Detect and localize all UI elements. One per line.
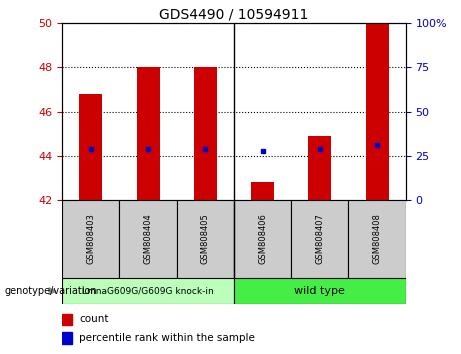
Text: GSM808407: GSM808407 [315,213,325,264]
Text: LmnaG609G/G609G knock-in: LmnaG609G/G609G knock-in [82,287,214,296]
Text: GSM808408: GSM808408 [372,213,382,264]
Text: count: count [79,314,109,324]
Text: wild type: wild type [295,286,345,296]
Bar [234,200,291,278]
Bar [79,94,102,200]
Bar [234,278,406,304]
Text: GSM808405: GSM808405 [201,213,210,264]
Bar [366,23,389,200]
Bar [177,200,234,278]
Bar [291,200,349,278]
Title: GDS4490 / 10594911: GDS4490 / 10594911 [159,8,309,22]
Bar [349,200,406,278]
Text: GSM808403: GSM808403 [86,213,95,264]
Text: GSM808406: GSM808406 [258,213,267,264]
Bar [251,182,274,200]
Bar [136,67,160,200]
Bar [194,67,217,200]
Bar [62,278,234,304]
Bar [62,314,71,325]
Bar [62,332,71,343]
Text: percentile rank within the sample: percentile rank within the sample [79,333,255,343]
Text: genotype/variation: genotype/variation [5,286,97,296]
Bar [119,200,177,278]
Text: GSM808404: GSM808404 [143,213,153,264]
Bar [62,200,119,278]
Bar [308,136,331,200]
